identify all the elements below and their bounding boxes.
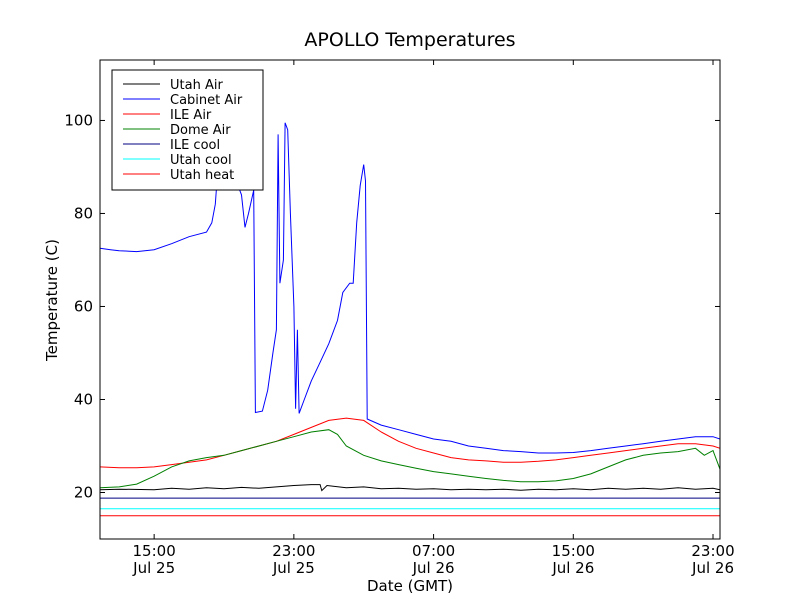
x-tick-date-4: Jul 26 — [691, 559, 734, 577]
x-tick-date-0: Jul 25 — [132, 559, 175, 577]
x-axis-label: Date (GMT) — [367, 577, 453, 595]
y-tick-label-1: 40 — [74, 390, 93, 408]
y-axis: 20 40 60 80 100 — [64, 111, 720, 501]
legend-label-5: Utah cool — [170, 153, 232, 168]
series-line-0 — [100, 484, 720, 492]
y-axis-label: Temperature (C) — [43, 239, 61, 362]
x-tick-date-3: Jul 26 — [551, 559, 594, 577]
x-tick-label-0: 15:00 — [133, 542, 176, 560]
x-tick-label-2: 07:00 — [412, 542, 455, 560]
x-tick-label-1: 23:00 — [272, 542, 315, 560]
series-line-3 — [100, 429, 720, 489]
y-tick-label-3: 80 — [74, 204, 93, 222]
x-tick-date-1: Jul 25 — [272, 559, 315, 577]
legend-box — [111, 69, 264, 191]
y-tick-label-4: 100 — [64, 111, 93, 129]
series-line-2 — [100, 417, 720, 469]
x-tick-date-2: Jul 26 — [412, 559, 455, 577]
x-tick-label-4: 23:00 — [691, 542, 734, 560]
legend-label-4: ILE cool — [170, 138, 220, 153]
legend-label-0: Utah Air — [170, 78, 223, 93]
legend-label-6: Utah heat — [170, 168, 234, 183]
legend-label-1: Cabinet Air — [170, 93, 243, 108]
x-tick-label-3: 15:00 — [552, 542, 595, 560]
legend-label-3: Dome Air — [170, 123, 231, 138]
legend-label-2: ILE Air — [170, 108, 212, 123]
y-tick-label-0: 20 — [74, 483, 93, 501]
y-tick-label-2: 60 — [74, 297, 93, 315]
chart-title: APOLLO Temperatures — [304, 29, 515, 51]
plot-frame — [99, 59, 721, 540]
